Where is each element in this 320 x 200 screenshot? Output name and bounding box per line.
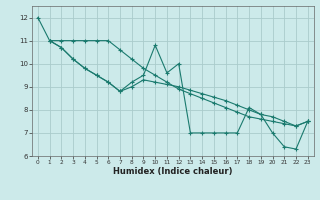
- X-axis label: Humidex (Indice chaleur): Humidex (Indice chaleur): [113, 167, 233, 176]
